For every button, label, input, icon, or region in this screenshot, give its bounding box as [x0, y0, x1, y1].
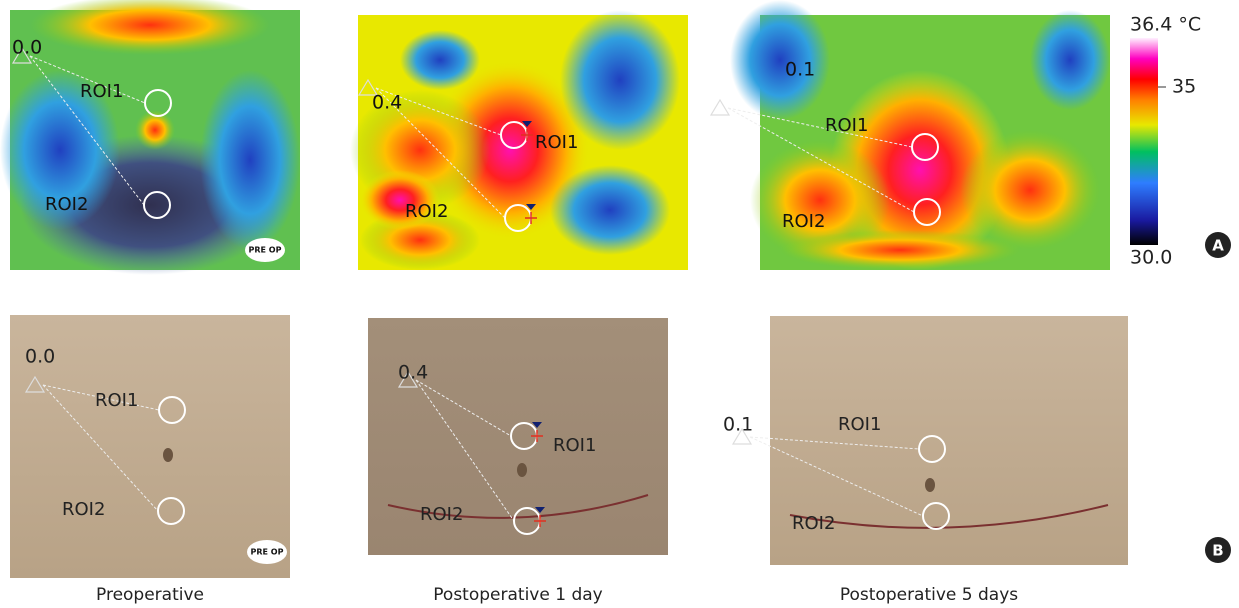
colorbar-min: 30.0	[1130, 247, 1172, 269]
heat-blob	[400, 30, 480, 90]
heat-blob	[560, 10, 680, 150]
figure: 0.0 ROI1 ROI2 PRE OP 0.0 ROI1 ROI2 PRE OP Preope…	[0, 0, 1239, 608]
navel	[163, 448, 173, 462]
roi-label: ROI2	[782, 211, 825, 232]
roi-label: ROI2	[405, 201, 448, 222]
navel	[517, 463, 527, 477]
roi-label: ROI2	[62, 499, 105, 520]
measurement-value: 0.4	[372, 92, 402, 114]
triangle-marker	[711, 100, 729, 115]
colorbar-max: 36.4 °C	[1130, 14, 1201, 36]
heat-blob	[780, 230, 1020, 270]
roi-label: ROI1	[838, 414, 881, 435]
measurement-value: 0.4	[398, 362, 428, 384]
roi-label: ROI1	[553, 435, 596, 456]
caption: Postoperative 1 day	[433, 585, 602, 605]
roi-label: ROI1	[825, 115, 868, 136]
badge-label: PRE OP	[251, 548, 284, 557]
roi-label: ROI2	[45, 194, 88, 215]
heat-blob	[1030, 10, 1110, 110]
heat-blob	[200, 70, 300, 250]
roi-label: ROI1	[535, 132, 578, 153]
measurement-value: 0.0	[12, 37, 42, 59]
navel	[925, 478, 935, 492]
colorbar	[1130, 38, 1158, 245]
measurement-value: 0.1	[723, 414, 753, 436]
heat-blob	[960, 130, 1100, 250]
heat-blob	[550, 165, 670, 255]
panel-label: B	[1212, 542, 1223, 560]
roi-label: ROI1	[80, 81, 123, 102]
caption: Postoperative 5 days	[840, 585, 1018, 605]
badge-label: PRE OP	[249, 246, 282, 255]
roi-label: ROI1	[95, 390, 138, 411]
panel-label: A	[1212, 237, 1224, 255]
caption: Preoperative	[96, 585, 204, 605]
measurement-value: 0.1	[785, 59, 815, 81]
roi-label: ROI2	[792, 513, 835, 534]
colorbar-mid: 35	[1172, 76, 1196, 98]
measurement-value: 0.0	[25, 346, 55, 368]
roi-label: ROI2	[420, 504, 463, 525]
image-panel	[368, 318, 668, 555]
